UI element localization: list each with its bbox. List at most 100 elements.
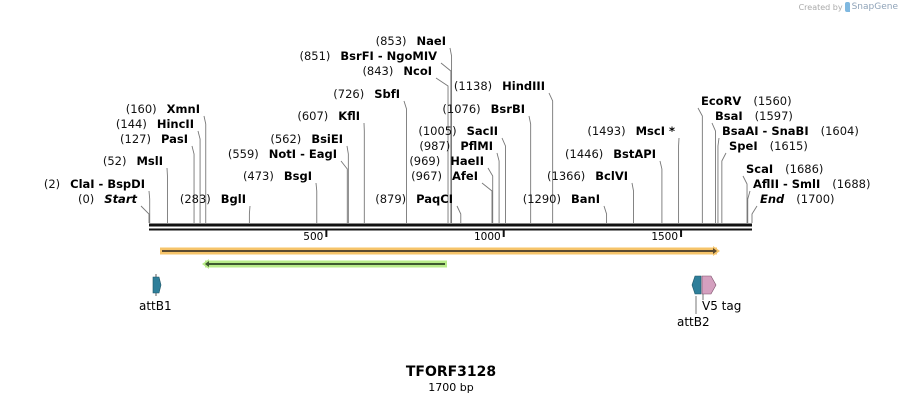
site-position: (1688) (832, 177, 870, 191)
cut-line (203, 115, 207, 223)
site-label[interactable]: (2) ClaI - BspDI (44, 177, 145, 191)
cut-line (140, 205, 150, 223)
tick-label: 1000 (474, 231, 501, 243)
site-label[interactable]: (1366) BclVI (547, 169, 628, 183)
svg-text:(283)BglI: (283) BglI (180, 192, 246, 206)
site-position: (1700) (796, 192, 834, 206)
site-position: (127) (120, 132, 151, 146)
enzyme-name: EcoRV (701, 94, 741, 108)
site-label[interactable]: (1290) BanI (523, 192, 600, 206)
site-label[interactable]: (473) BsgI (243, 169, 312, 183)
site-label[interactable]: (726) SbfI (333, 87, 400, 101)
site-label[interactable]: ScaI (1686) (746, 162, 823, 176)
site-label[interactable]: (967) AfeI (411, 169, 478, 183)
site-label[interactable]: (559) NotI - EagI (228, 147, 337, 161)
site-position: (967) (411, 169, 442, 183)
site-label[interactable]: (1446) BstAPI (565, 147, 656, 161)
site-label[interactable]: (144) HincII (116, 117, 194, 131)
enzyme-name: BsrBI (491, 102, 525, 116)
orf-forward-arrow[interactable] (160, 246, 720, 256)
orf-reverse-arrow[interactable] (202, 259, 447, 269)
svg-text:(726)SbfI: (726) SbfI (333, 87, 400, 101)
site-label[interactable]: (1005) SacII (418, 124, 498, 138)
feature-v5-tag[interactable]: V5 tag (701, 275, 741, 313)
site-position: (144) (116, 117, 147, 131)
tick-mark (680, 229, 683, 237)
svg-text:(1076)BsrBI: (1076) BsrBI (442, 102, 525, 116)
enzyme-name: MslI (136, 154, 163, 168)
cut-line (742, 175, 748, 223)
site-label[interactable]: (851) BsrFI - NgoMIV (299, 49, 437, 63)
cut-site-lines (140, 47, 758, 223)
snapgene-logo-icon (844, 2, 850, 12)
site-label[interactable]: (160) XmnI (126, 102, 200, 116)
site-label[interactable]: (127) PasI (120, 132, 188, 146)
site-label[interactable]: BsaAI - SnaBI (1604) (722, 124, 859, 138)
credit-brand: SnapGene (851, 2, 898, 12)
site-label[interactable]: (283) BglI (180, 192, 246, 206)
enzyme-name: SbfI (374, 87, 400, 101)
svg-text:(843)NcoI: (843) NcoI (362, 64, 432, 78)
cut-line (191, 145, 195, 223)
site-label[interactable]: EcoRV (1560) (701, 94, 792, 108)
site-label[interactable]: (562) BsiEI (270, 132, 343, 146)
site-position: (52) (103, 154, 127, 168)
site-label[interactable]: (1076) BsrBI (442, 102, 525, 116)
site-position: (851) (299, 49, 330, 63)
site-label[interactable]: (969) HaeII (409, 154, 484, 168)
feature-label: V5 tag (702, 299, 741, 313)
feature-attb2[interactable]: attB2 (677, 275, 710, 329)
site-label[interactable]: (853) NaeI (376, 34, 446, 48)
cut-line (697, 107, 703, 223)
site-position: (969) (409, 154, 440, 168)
svg-text:EcoRV(1560): EcoRV (1560) (701, 94, 792, 108)
cut-line (435, 77, 449, 223)
svg-text:(1366)BclVI: (1366) BclVI (547, 169, 628, 183)
site-label[interactable]: SpeI (1615) (729, 139, 808, 153)
site-position: (1597) (755, 109, 793, 123)
site-position: (607) (297, 109, 328, 123)
dna-backbone[interactable] (149, 223, 752, 231)
site-label[interactable]: (987) PflMI (419, 139, 493, 153)
site-position: (843) (362, 64, 393, 78)
cut-line (487, 167, 494, 223)
site-label[interactable]: (1138) HindIII (454, 79, 545, 93)
site-label[interactable]: AflII - SmlI (1688) (753, 177, 871, 191)
site-label[interactable]: End (1700) (760, 192, 835, 206)
svg-text:(967)AfeI: (967) AfeI (411, 169, 478, 183)
feature-label: attB1 (139, 299, 172, 313)
site-position: (1493) (587, 124, 625, 138)
site-label[interactable]: (607) KflI (297, 109, 360, 123)
svg-text:(969)HaeII: (969) HaeII (409, 154, 484, 168)
enzyme-name: Start (104, 192, 137, 206)
svg-text:SpeI(1615): SpeI (1615) (729, 139, 808, 153)
svg-text:(160)XmnI: (160) XmnI (126, 102, 200, 116)
site-label[interactable]: (1493) MscI * (587, 124, 675, 138)
site-label[interactable]: (843) NcoI (362, 64, 432, 78)
enzyme-name: MscI * (636, 124, 675, 138)
site-label[interactable]: BsaI (1597) (715, 109, 793, 123)
feature-attb1[interactable]: attB1 (139, 274, 172, 313)
cut-line (747, 190, 751, 223)
svg-text:(851)BsrFI - NgoMIV: (851) BsrFI - NgoMIV (299, 49, 437, 63)
svg-text:(987)PflMI: (987) PflMI (419, 139, 493, 153)
svg-text:(127)PasI: (127) PasI (120, 132, 188, 146)
site-label[interactable]: (879) PaqCI (375, 192, 453, 206)
enzyme-name: BsgI (284, 169, 312, 183)
cut-line (449, 47, 453, 223)
site-label[interactable]: (0) Start (78, 192, 138, 206)
cut-line (346, 145, 349, 223)
snapgene-credit: Created by SnapGene (799, 2, 898, 12)
svg-text:(473)BsgI: (473) BsgI (243, 169, 312, 183)
enzyme-name: End (760, 192, 785, 206)
site-position: (1604) (821, 124, 859, 138)
site-label[interactable]: (52) MslI (103, 154, 163, 168)
site-position: (1446) (565, 147, 603, 161)
svg-text:End(1700): End (1700) (760, 192, 835, 206)
svg-text:(144)HincII: (144) HincII (116, 117, 194, 131)
enzyme-name: NotI - EagI (269, 147, 337, 161)
site-position: (853) (376, 34, 407, 48)
cut-line (496, 152, 500, 223)
enzyme-name: BstAPI (613, 147, 656, 161)
